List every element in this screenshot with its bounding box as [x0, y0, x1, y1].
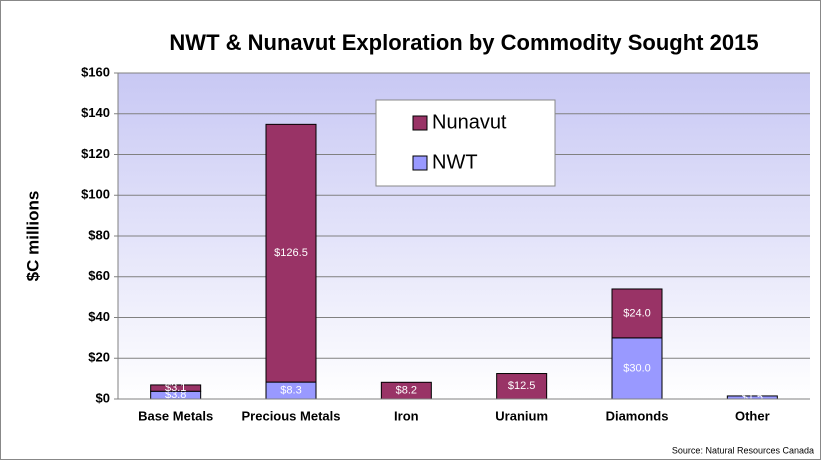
x-tick-label: Precious Metals	[242, 408, 341, 423]
data-label: $1.5	[742, 391, 763, 403]
data-label: $126.5	[274, 247, 308, 259]
y-tick-label: $40	[88, 309, 110, 324]
x-tick-label: Iron	[394, 408, 419, 423]
y-tick-label: $160	[81, 64, 110, 79]
x-tick-label: Diamonds	[606, 408, 669, 423]
legend-label: NWT	[432, 151, 478, 173]
data-label: $8.2	[396, 385, 417, 397]
y-tick-label: $0	[96, 390, 110, 405]
legend-swatch	[412, 155, 428, 171]
y-tick-label: $120	[81, 146, 110, 161]
data-label: $30.0	[623, 362, 651, 374]
bar-segment	[265, 123, 317, 383]
data-label: $8.3	[280, 384, 301, 396]
legend-swatch	[412, 115, 428, 131]
legend-label: Nunavut	[432, 111, 507, 133]
bar-segment	[611, 288, 663, 339]
x-tick-label: Other	[735, 408, 770, 423]
x-tick-label: Base Metals	[138, 408, 213, 423]
chart-title: NWT & Nunavut Exploration by Commodity S…	[169, 30, 758, 55]
y-tick-label: $20	[88, 350, 110, 365]
y-tick-label: $140	[81, 105, 110, 120]
y-tick-label: $100	[81, 187, 110, 202]
data-label: $3.1	[165, 382, 186, 394]
bar-segment	[611, 337, 663, 400]
legend-box	[375, 99, 556, 187]
data-label: $24.0	[623, 307, 651, 319]
data-label: $3.8	[165, 389, 186, 401]
y-axis-label: $C millions	[23, 191, 42, 282]
data-label: $12.5	[508, 380, 536, 392]
bar-segment	[150, 384, 202, 392]
y-tick-label: $60	[88, 268, 110, 283]
y-tick-label: $80	[88, 227, 110, 242]
source: Source: Natural Resources Canada	[672, 445, 814, 455]
x-tick-label: Uranium	[495, 408, 548, 423]
